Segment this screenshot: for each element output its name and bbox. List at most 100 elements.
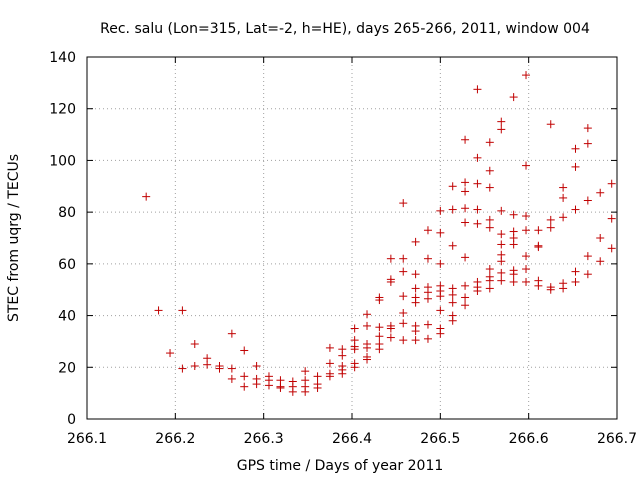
data-point — [497, 268, 506, 277]
data-point — [509, 270, 518, 279]
data-point — [411, 284, 420, 293]
data-point — [350, 324, 359, 333]
data-point — [178, 306, 187, 315]
data-point — [436, 292, 445, 301]
data-point — [509, 93, 518, 102]
data-point — [485, 223, 494, 232]
data-point — [190, 361, 199, 370]
x-tick-label: 266.3 — [244, 431, 284, 447]
x-tick-label: 266.2 — [155, 431, 195, 447]
data-point — [215, 364, 224, 373]
data-point — [534, 281, 543, 290]
data-point — [461, 135, 470, 144]
data-point — [227, 364, 236, 373]
data-point — [497, 206, 506, 215]
data-point — [571, 144, 580, 153]
data-point — [559, 193, 568, 202]
data-point — [264, 381, 273, 390]
data-point — [386, 254, 395, 263]
data-point — [559, 213, 568, 222]
data-point — [386, 324, 395, 333]
data-point — [546, 285, 555, 294]
data-point — [399, 199, 408, 208]
data-point — [461, 218, 470, 227]
data-point — [363, 321, 372, 330]
data-point — [509, 277, 518, 286]
y-tick-label: 120 — [49, 102, 76, 118]
data-point — [473, 153, 482, 162]
data-point — [497, 230, 506, 239]
data-point — [154, 306, 163, 315]
x-axis-label: GPS time / Days of year 2011 — [237, 458, 444, 474]
data-point — [240, 346, 249, 355]
data-point — [534, 243, 543, 252]
data-point — [534, 226, 543, 235]
y-tick-label: 80 — [58, 205, 76, 221]
data-point — [338, 351, 347, 360]
data-point — [325, 372, 334, 381]
data-point — [338, 369, 347, 378]
data-point — [448, 182, 457, 191]
x-tick-label: 266.7 — [597, 431, 637, 447]
data-point — [522, 212, 531, 221]
data-point — [571, 267, 580, 276]
data-point — [411, 327, 420, 336]
data-point — [571, 205, 580, 214]
data-point — [375, 345, 384, 354]
data-point — [448, 290, 457, 299]
data-point — [386, 277, 395, 286]
data-point — [399, 254, 408, 263]
data-point — [485, 166, 494, 175]
data-point — [522, 226, 531, 235]
data-point — [473, 219, 482, 228]
data-point — [313, 383, 322, 392]
y-tick-label: 140 — [49, 50, 76, 66]
data-point — [461, 187, 470, 196]
data-point — [485, 265, 494, 274]
data-point — [461, 281, 470, 290]
data-point — [436, 329, 445, 338]
data-point — [252, 380, 261, 389]
data-point — [559, 183, 568, 192]
data-point — [423, 254, 432, 263]
data-point — [485, 183, 494, 192]
y-tick-label: 60 — [58, 257, 76, 273]
data-point — [461, 301, 470, 310]
data-point — [436, 259, 445, 268]
data-point — [473, 85, 482, 94]
data-point — [276, 383, 285, 392]
data-point — [497, 117, 506, 126]
data-point — [399, 308, 408, 317]
data-point — [497, 240, 506, 249]
data-point — [436, 206, 445, 215]
data-point — [448, 298, 457, 307]
data-point — [399, 336, 408, 345]
data-point — [423, 334, 432, 343]
data-point — [497, 257, 506, 266]
data-point — [485, 215, 494, 224]
y-tick-label: 100 — [49, 153, 76, 169]
data-point — [436, 306, 445, 315]
data-point — [607, 244, 616, 253]
data-point — [522, 71, 531, 80]
data-point — [301, 387, 310, 396]
data-points — [142, 71, 616, 396]
data-point — [461, 253, 470, 262]
data-point — [522, 252, 531, 261]
data-point — [583, 124, 592, 133]
data-point — [596, 257, 605, 266]
data-point — [571, 162, 580, 171]
x-tick-label: 266.4 — [332, 431, 372, 447]
data-point — [607, 214, 616, 223]
data-point — [411, 336, 420, 345]
data-point — [240, 372, 249, 381]
chart-title: Rec. salu (Lon=315, Lat=-2, h=HE), days … — [100, 21, 590, 37]
data-point — [423, 226, 432, 235]
data-point — [363, 343, 372, 352]
data-point — [473, 205, 482, 214]
data-point — [448, 316, 457, 325]
data-point — [448, 205, 457, 214]
data-point — [583, 270, 592, 279]
data-point — [142, 192, 151, 201]
data-point — [325, 359, 334, 368]
